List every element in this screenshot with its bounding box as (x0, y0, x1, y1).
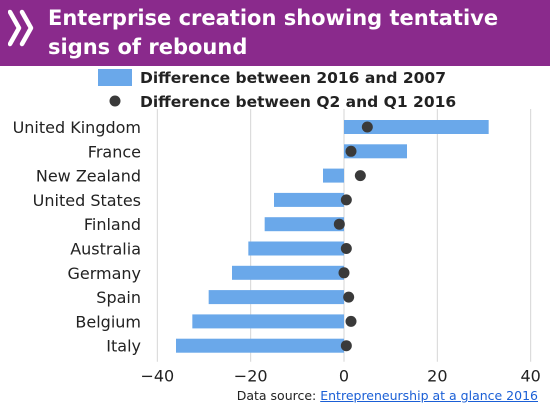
dot (345, 145, 357, 157)
chart-header: Enterprise creation showing tentative si… (0, 0, 550, 66)
dot (333, 218, 345, 230)
bar (344, 144, 407, 159)
bar (248, 241, 344, 256)
category-label: Germany (67, 264, 141, 283)
dot-series (333, 121, 373, 352)
category-label: New Zealand (36, 167, 141, 186)
legend-dot-swatch (109, 95, 121, 107)
chevrons-logo-icon (8, 9, 34, 47)
x-tick-label: −20 (234, 367, 268, 386)
dot (361, 121, 373, 133)
data-source-link[interactable]: Entrepreneurship at a glance 2016 (320, 388, 538, 403)
data-source: Data source: Entrepreneurship at a glanc… (237, 388, 538, 403)
category-label: United Kingdom (13, 118, 141, 137)
category-label: France (88, 142, 141, 161)
bar (264, 217, 344, 232)
dot (338, 267, 350, 279)
x-tick-label: 40 (520, 367, 540, 386)
bar-chart: Difference between 2016 and 2007 Differen… (13, 69, 541, 386)
legend-label-bars: Difference between 2016 and 2007 (140, 69, 446, 87)
dot (340, 340, 352, 352)
category-label: Belgium (75, 312, 141, 331)
legend-bar-swatch (98, 69, 132, 86)
dot (340, 243, 352, 254)
bar (274, 192, 344, 207)
category-label: Finland (84, 215, 141, 234)
category-label: Australia (70, 240, 141, 259)
chart-title: Enterprise creation showing tentative si… (48, 6, 499, 59)
x-axis-tick-labels: −40 −20 0 20 40 (140, 367, 540, 386)
x-tick-label: −40 (140, 367, 174, 386)
chart-legend: Difference between 2016 and 2007 Differen… (98, 69, 456, 111)
legend-label-dots: Difference between Q2 and Q1 2016 (140, 93, 456, 111)
category-labels: United Kingdom France New Zealand United St… (13, 118, 141, 356)
bar (323, 168, 344, 183)
data-source-prefix: Data source: (236, 388, 321, 403)
x-tick-label: 20 (427, 367, 447, 386)
dot (340, 194, 352, 206)
dot (345, 315, 357, 327)
bar (232, 265, 344, 280)
bar (176, 338, 344, 353)
category-label: Italy (106, 337, 141, 356)
category-label: Spain (96, 288, 141, 307)
bar (192, 314, 344, 329)
category-label: United States (33, 191, 141, 210)
bar (208, 290, 344, 305)
dot (354, 170, 366, 182)
x-tick-label: 0 (339, 367, 349, 386)
dot (343, 291, 355, 303)
bar-series (176, 120, 489, 353)
bar (344, 120, 489, 134)
